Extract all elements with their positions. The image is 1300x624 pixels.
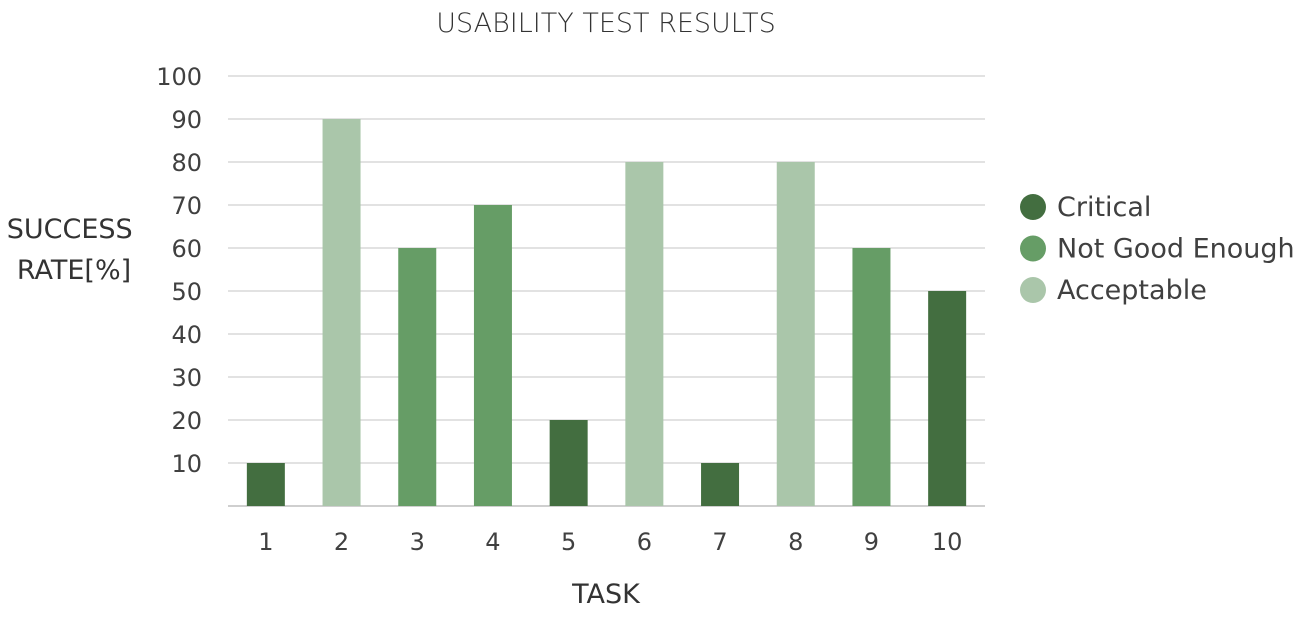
x-tick-label: 10 [932,528,963,556]
bar-task-2 [322,119,361,506]
y-tick-label: 50 [171,278,202,306]
x-tick-label: 6 [637,528,652,556]
x-tick-label: 8 [788,528,803,556]
x-tick-label: 2 [334,528,349,556]
bar-task-7 [701,463,740,506]
x-axis-tick-labels: 1 2 3 4 5 6 7 8 9 10 [258,528,962,556]
chart-title: USABILITY TEST RESULTS [436,8,776,39]
bar-task-9 [852,248,891,506]
x-tick-label: 7 [712,528,727,556]
y-axis-title-line-1: SUCCESS [7,214,133,245]
bar-task-3 [398,248,437,506]
x-tick-label: 9 [864,528,879,556]
legend-label: Acceptable [1057,275,1207,306]
y-axis-title-line-2: RATE[%] [17,255,131,286]
y-tick-label: 20 [171,407,202,435]
y-axis-title: SUCCESS RATE[%] [7,214,142,286]
x-tick-label: 4 [485,528,500,556]
x-axis-title: TASK [571,579,641,610]
y-tick-label: 60 [171,235,202,263]
y-tick-label: 30 [171,364,202,392]
legend-marker [1020,194,1046,220]
bar-task-6 [625,162,664,506]
bar-task-1 [246,463,285,506]
y-tick-label: 100 [156,63,202,91]
bar-task-8 [776,162,815,506]
bar-task-4 [473,205,512,506]
y-tick-label: 40 [171,321,202,349]
legend-marker [1020,235,1046,262]
bar-task-5 [549,420,588,506]
legend: Critical Not Good Enough Acceptable [1020,192,1295,306]
y-axis-tick-labels: 10 20 30 40 50 60 70 80 90 100 [156,63,202,478]
x-tick-label: 5 [561,528,576,556]
y-tick-label: 70 [171,192,202,220]
bars [246,119,967,506]
bar-task-10 [928,291,967,506]
legend-marker [1020,277,1046,303]
y-tick-label: 90 [171,106,202,134]
legend-label: Critical [1057,192,1151,223]
x-tick-label: 3 [410,528,425,556]
legend-label: Not Good Enough [1057,234,1295,265]
y-tick-label: 10 [171,450,202,478]
y-tick-label: 80 [171,149,202,177]
x-tick-label: 1 [258,528,273,556]
